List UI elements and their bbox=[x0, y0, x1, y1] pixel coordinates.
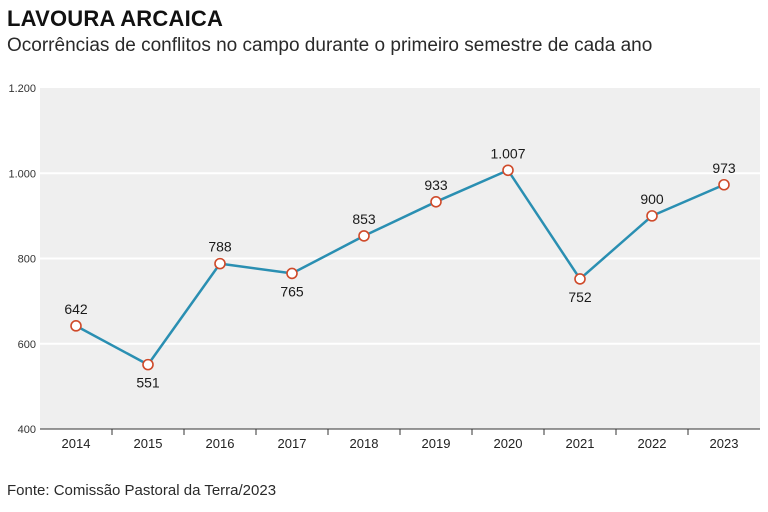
data-label: 853 bbox=[352, 211, 376, 227]
data-label: 642 bbox=[64, 301, 88, 317]
x-tick-label: 2019 bbox=[422, 436, 451, 451]
data-point bbox=[142, 358, 154, 371]
data-point bbox=[358, 230, 370, 242]
x-tick-label: 2018 bbox=[350, 436, 379, 451]
data-label: 551 bbox=[136, 375, 160, 391]
data-point bbox=[646, 210, 658, 222]
data-label: 752 bbox=[568, 289, 592, 305]
data-label: 1.007 bbox=[490, 145, 525, 161]
line-chart: 400 600 800 1.000 1.200 2014 2015 2016 2017 2018… bbox=[8, 83, 760, 451]
chart-subtitle: Ocorrências de conflitos no campo durant… bbox=[7, 35, 653, 56]
x-tick-label: 2015 bbox=[134, 436, 163, 451]
y-tick-label: 1.000 bbox=[8, 168, 36, 180]
y-tick-label: 1.200 bbox=[8, 83, 36, 95]
x-tick-label: 2023 bbox=[710, 436, 739, 451]
data-point bbox=[574, 273, 586, 285]
x-tick-label: 2016 bbox=[206, 436, 235, 451]
data-point bbox=[502, 164, 514, 177]
data-point bbox=[70, 320, 82, 332]
chart-title: LAVOURA ARCAICA bbox=[7, 6, 224, 31]
y-tick-label: 800 bbox=[18, 254, 36, 266]
data-point bbox=[430, 196, 442, 208]
data-point bbox=[286, 267, 298, 280]
x-tick-label: 2017 bbox=[278, 436, 307, 451]
series-line bbox=[75, 169, 725, 366]
y-tick-label: 400 bbox=[18, 424, 36, 436]
data-label: 933 bbox=[424, 177, 448, 193]
data-label: 973 bbox=[712, 160, 736, 176]
x-tick-label: 2022 bbox=[638, 436, 667, 451]
y-tick-label: 600 bbox=[18, 339, 36, 351]
data-label: 900 bbox=[640, 191, 664, 207]
x-tick-label: 2014 bbox=[62, 436, 91, 451]
data-label: 788 bbox=[208, 239, 232, 255]
data-label: 765 bbox=[280, 283, 304, 299]
x-tick-label: 2020 bbox=[494, 436, 523, 451]
x-tick-label: 2021 bbox=[566, 436, 595, 451]
source-note: Fonte: Comissão Pastoral da Terra/2023 bbox=[7, 482, 277, 499]
data-point bbox=[718, 178, 730, 191]
data-point bbox=[214, 257, 226, 270]
